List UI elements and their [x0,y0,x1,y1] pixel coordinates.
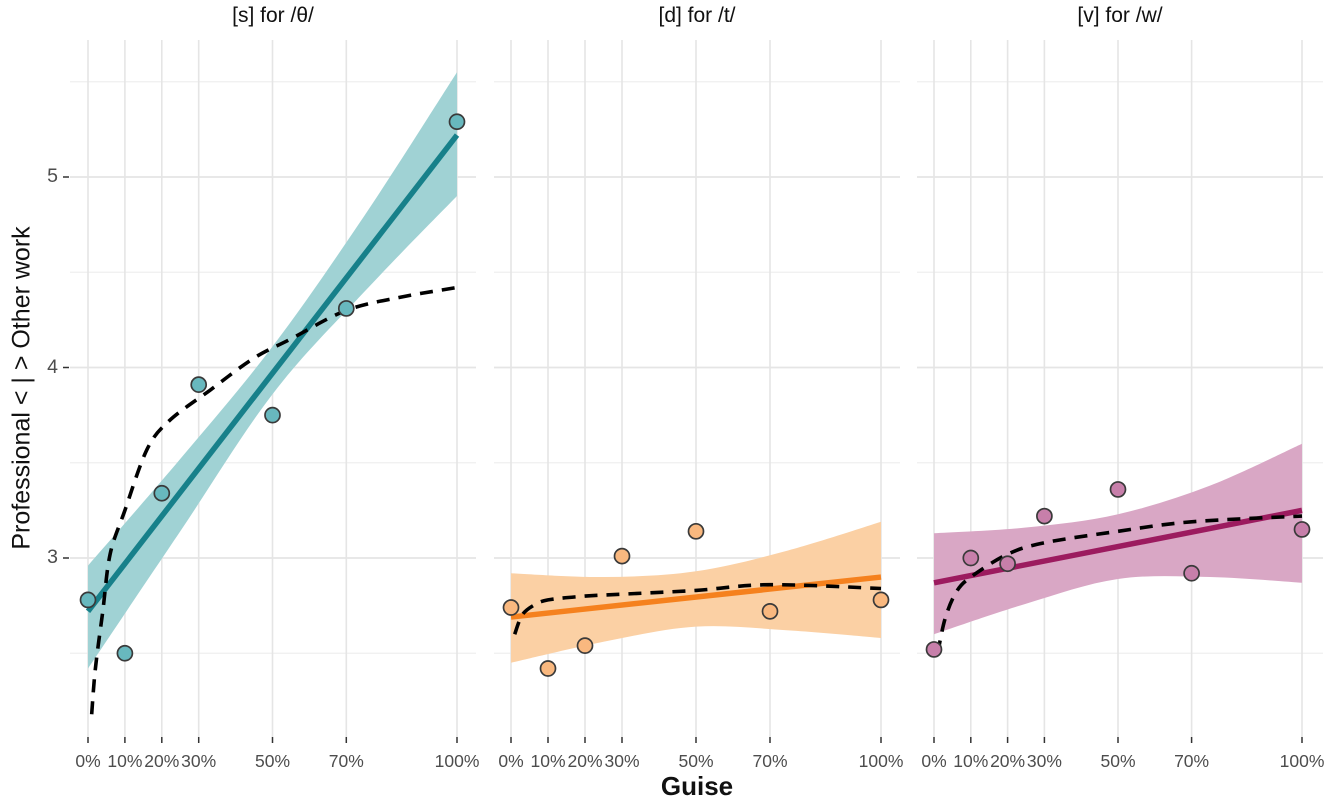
data-point [687,522,705,540]
data-point [190,376,208,393]
data-point [1036,507,1053,525]
regression-line [933,507,1303,586]
x-tick-label: 20% [990,751,1026,771]
data-point [448,113,466,131]
data-point [872,591,890,609]
x-tick-label: 0% [921,751,947,771]
x-tick-label: 30% [604,751,640,771]
y-axis-title: Professional < | > Other work [7,226,36,550]
x-tick-label: 20% [567,751,603,771]
data-point [761,602,779,620]
data-point [502,599,520,616]
data-point [79,591,97,609]
x-tick-label: 70% [1174,751,1210,771]
y-tick-label: 4 [47,355,58,378]
data-point [539,660,557,677]
x-tick-label: 70% [328,751,364,771]
x-tick-label: 100% [434,751,480,771]
data-point [1109,481,1127,498]
data-point [337,300,355,317]
regression-line [85,133,460,614]
data-point [264,406,281,424]
y-tick-label: 5 [47,165,58,187]
x-tick-label: 30% [1026,751,1062,771]
data-point [999,555,1016,573]
panel-v-for-w [917,40,1323,743]
x-tick-label: 50% [254,751,291,771]
x-tick-label: 0% [75,751,101,771]
regression-line [510,574,882,620]
data-point [925,641,943,658]
dashed-fit-curve [935,514,1303,654]
data-point [576,637,594,654]
panel-title-s-for-theta: [s] for /θ/ [232,4,314,27]
x-tick-label: 0% [498,751,524,771]
data-point [1183,564,1200,582]
x-tick-label: 50% [678,751,714,771]
x-tick-label: 10% [953,751,989,771]
x-tick-label: 20% [144,751,180,771]
x-tick-label: 50% [1100,751,1136,771]
panel-d-for-t [494,40,900,743]
x-tick-label: 30% [181,751,217,771]
x-axis-title: Guise [660,771,734,801]
x-tick-label: 70% [752,751,788,771]
panel-title-v-for-w: [v] for /w/ [1077,4,1163,27]
dashed-fit-curve [513,582,882,635]
x-tick-label: 10% [530,751,566,771]
confidence-ribbon [934,443,1302,635]
x-tick-label: 100% [1279,751,1325,771]
data-point [153,484,171,502]
panel-s-for-theta [63,40,476,743]
data-point [116,644,134,662]
y-tick-label: 3 [47,546,58,568]
x-tick-label: 100% [858,751,904,771]
data-point [613,547,631,565]
x-tick-label: 10% [107,751,143,771]
data-point [1293,521,1311,538]
data-point [962,549,980,567]
confidence-ribbon [511,521,881,663]
panel-title-d-for-t: [d] for /t/ [658,4,736,27]
